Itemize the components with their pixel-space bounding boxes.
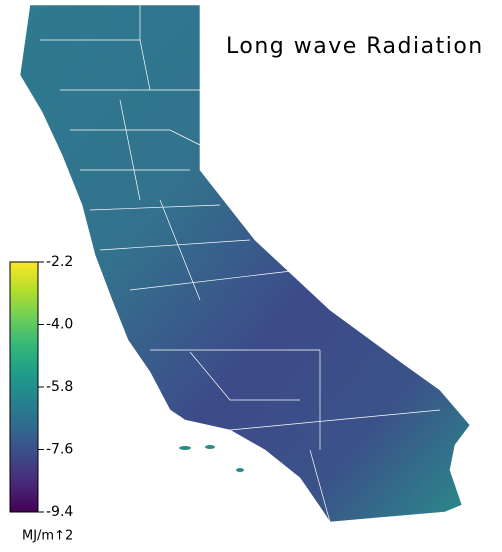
- colorbar-tick-label: -7.6: [46, 442, 73, 458]
- island: [205, 445, 215, 449]
- colorbar-tick-label: -4.0: [46, 317, 73, 333]
- map-title: Long wave Radiation: [226, 34, 484, 59]
- island: [236, 468, 244, 472]
- colorbar: [9, 261, 39, 513]
- colorbar-tick-label: -9.4: [46, 504, 73, 520]
- island: [179, 446, 191, 450]
- colorbar-tick-label: -2.2: [46, 254, 73, 270]
- california: [19, 4, 471, 523]
- colorbar-unit: MJ/m↑2: [22, 529, 73, 544]
- colorbar-tick-label: -5.8: [46, 379, 73, 395]
- county-lines: [40, 5, 441, 523]
